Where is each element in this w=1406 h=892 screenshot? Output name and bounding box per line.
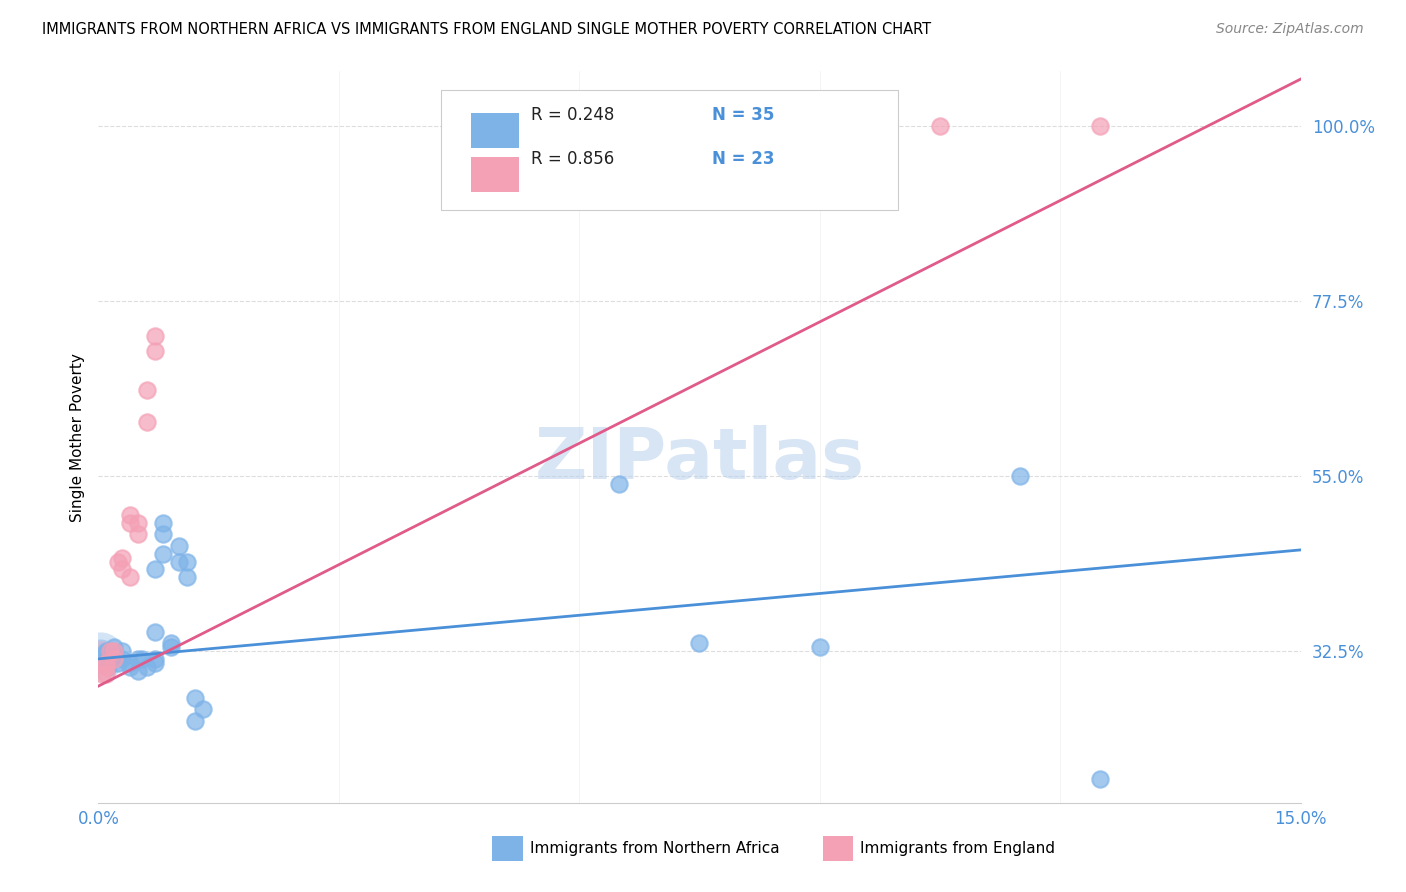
Point <box>143 329 166 343</box>
Point <box>167 555 190 569</box>
Point <box>107 656 129 670</box>
Point <box>191 702 214 716</box>
Point <box>609 476 631 491</box>
Text: IMMIGRANTS FROM NORTHERN AFRICA VS IMMIGRANTS FROM ENGLAND SINGLE MOTHER POVERTY: IMMIGRANTS FROM NORTHERN AFRICA VS IMMIG… <box>42 22 931 37</box>
Text: N = 35: N = 35 <box>711 106 773 125</box>
Point <box>96 659 118 673</box>
Point <box>167 539 190 553</box>
FancyBboxPatch shape <box>441 90 898 211</box>
Point <box>152 547 174 561</box>
Text: R = 0.856: R = 0.856 <box>531 151 614 169</box>
Point <box>100 644 122 658</box>
Point <box>135 659 157 673</box>
Point <box>96 667 118 681</box>
Point <box>91 667 114 681</box>
Point <box>103 644 125 658</box>
Point <box>929 119 952 133</box>
Point <box>128 516 150 530</box>
Point <box>143 344 166 359</box>
Text: R = 0.248: R = 0.248 <box>531 106 614 125</box>
Point <box>183 690 205 705</box>
Point <box>100 644 122 658</box>
Point <box>111 550 134 565</box>
Point <box>96 656 118 670</box>
Point <box>120 659 142 673</box>
Point <box>120 508 142 522</box>
Point <box>1088 119 1111 133</box>
Point <box>128 527 150 541</box>
Point <box>128 664 150 678</box>
Point <box>159 640 181 655</box>
Point <box>111 644 134 658</box>
Point <box>90 649 112 664</box>
Point <box>90 649 112 664</box>
Point <box>689 636 711 650</box>
Point <box>143 562 166 576</box>
Point <box>808 640 831 655</box>
Point <box>176 570 198 584</box>
Point <box>97 659 120 673</box>
Text: Source: ZipAtlas.com: Source: ZipAtlas.com <box>1216 22 1364 37</box>
Point <box>152 516 174 530</box>
Point <box>103 652 125 666</box>
Point <box>111 562 134 576</box>
Point <box>152 527 174 541</box>
Text: Immigrants from Northern Africa: Immigrants from Northern Africa <box>530 841 780 855</box>
Point <box>689 119 711 133</box>
Point <box>1088 772 1111 787</box>
Point <box>176 555 198 569</box>
Point <box>107 555 129 569</box>
Point <box>103 648 125 662</box>
Point <box>529 119 551 133</box>
Point <box>143 624 166 639</box>
Point <box>90 649 112 664</box>
Point <box>111 652 134 666</box>
Point <box>120 570 142 584</box>
Point <box>183 714 205 728</box>
Point <box>96 644 118 658</box>
Point <box>135 384 157 398</box>
Point <box>159 636 181 650</box>
Point <box>1010 469 1032 483</box>
Point <box>128 652 150 666</box>
Text: ZIPatlas: ZIPatlas <box>534 425 865 493</box>
Text: Immigrants from England: Immigrants from England <box>860 841 1056 855</box>
Point <box>103 640 125 655</box>
Point <box>143 652 166 666</box>
Point <box>135 415 157 429</box>
Y-axis label: Single Mother Poverty: Single Mother Poverty <box>69 352 84 522</box>
Point <box>96 647 118 661</box>
FancyBboxPatch shape <box>471 157 519 192</box>
FancyBboxPatch shape <box>471 113 519 148</box>
Point <box>131 652 153 666</box>
Point <box>120 516 142 530</box>
Point <box>143 656 166 670</box>
Text: N = 23: N = 23 <box>711 151 775 169</box>
Point <box>120 656 142 670</box>
